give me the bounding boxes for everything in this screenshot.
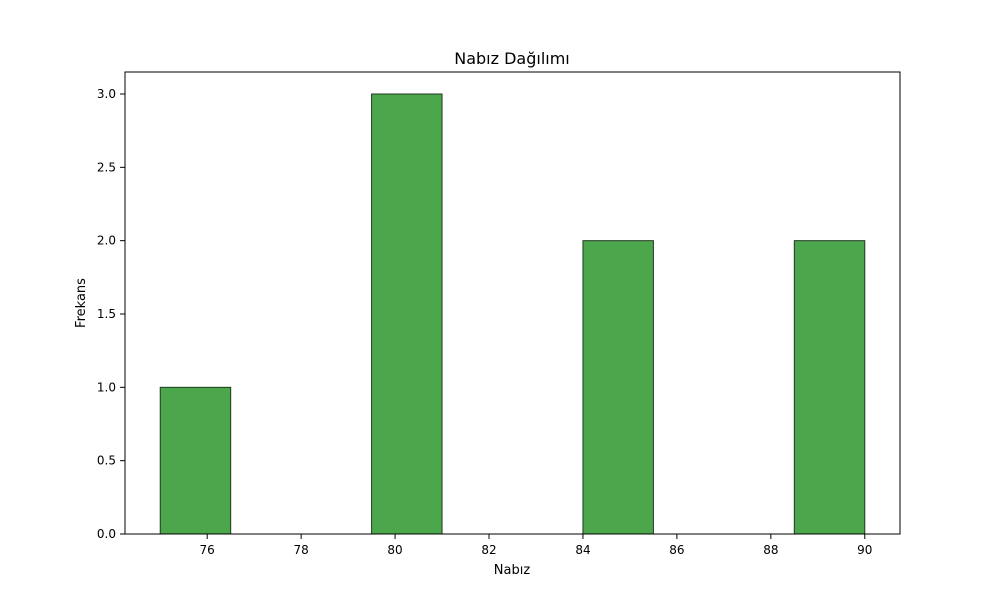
x-tick-label: 82: [481, 543, 496, 557]
y-tick-label: 1.0: [97, 380, 116, 394]
x-tick-label: 76: [200, 543, 215, 557]
y-tick-label: 0.0: [97, 527, 116, 541]
histogram-bar: [371, 93, 443, 535]
x-tick-label: 78: [293, 543, 308, 557]
x-tick-label: 84: [575, 543, 590, 557]
x-tick-label: 80: [387, 543, 402, 557]
x-axis-label: Nabız: [494, 563, 531, 578]
y-axis-ticks: 0.0 0.5 1.0 1.5 2.0 2.5 3.0: [97, 87, 125, 541]
y-tick-label: 1.5: [97, 307, 116, 321]
y-tick-label: 3.0: [97, 87, 116, 101]
x-tick-label: 86: [669, 543, 684, 557]
x-tick-label: 90: [857, 543, 872, 557]
y-tick-label: 2.0: [97, 234, 116, 248]
y-tick-label: 0.5: [97, 454, 116, 468]
y-axis-label: Frekans: [74, 278, 89, 328]
histogram-bar: [793, 240, 866, 535]
histogram-bar: [159, 386, 232, 535]
y-tick-label: 2.5: [97, 160, 116, 174]
histogram-bar: [582, 240, 654, 535]
chart-title: Nabız Dağılımı: [454, 49, 570, 68]
bars-group: [159, 93, 866, 535]
plot-frame: [124, 71, 901, 535]
x-tick-label: 88: [763, 543, 778, 557]
x-axis-ticks: 76 78 80 82 84 86 88 90: [200, 534, 872, 557]
